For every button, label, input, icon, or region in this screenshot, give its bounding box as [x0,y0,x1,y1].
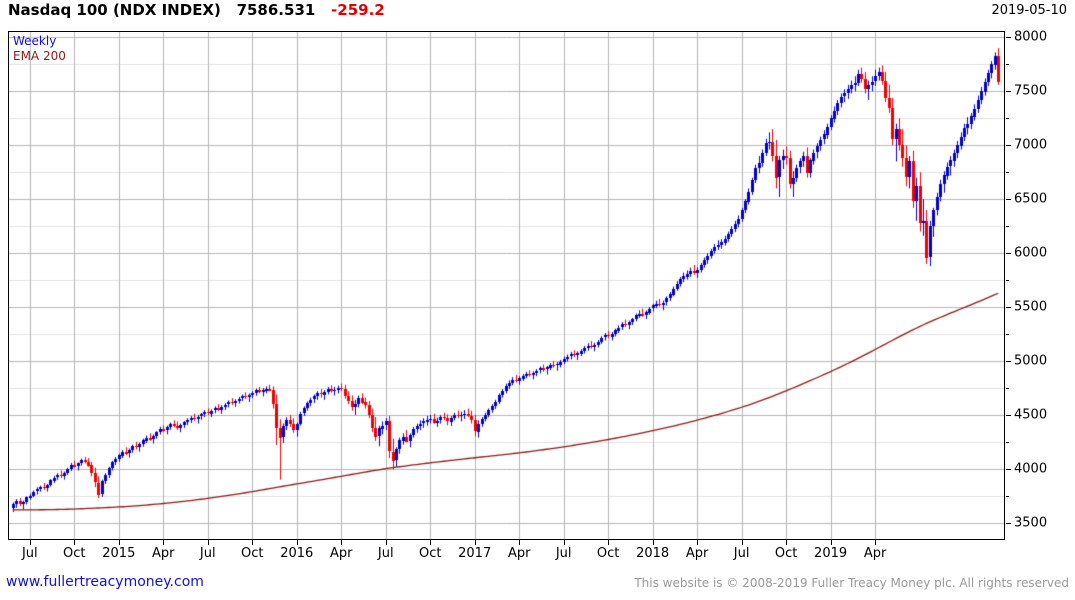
x-axis-label: Oct [596,546,620,561]
y-axis-tick [1006,414,1011,416]
x-axis-tick [207,540,209,545]
y-axis-tick [1006,522,1011,524]
x-axis-tick [474,540,476,545]
y-axis: 3500 4000 4500 5000 5500 6000 6500 7000 7500 8000 [1006,29,1075,541]
y-axis-label: 5500 [1014,299,1048,315]
quote-date: 2019-05-10 [991,3,1067,18]
x-axis: Jul Oct 2015 Apr Jul Oct 2016 Apr Jul Oct 2017 Apr J… [8,540,1006,568]
y-axis-tick-minor [1006,64,1009,66]
x-axis-tick [252,540,254,545]
x-axis-label: 2018 [636,546,670,561]
y-axis-tick-minor [1006,280,1009,282]
x-axis-tick [741,540,743,545]
x-axis-tick [830,540,832,545]
chart-legend: Weekly EMA 200 [13,34,66,64]
x-axis-tick [652,540,654,545]
y-axis-label: 4500 [1014,407,1048,423]
x-axis-label: Apr [329,546,353,561]
last-price: 7586.531 [236,1,316,19]
y-axis-tick [1006,91,1011,93]
legend-interval: Weekly [13,34,57,48]
y-axis-label: 8000 [1014,29,1048,45]
y-axis-tick-minor [1006,118,1009,120]
x-axis-label: 2016 [280,546,314,561]
x-axis-label: Oct [63,546,86,561]
x-axis-tick [296,540,298,545]
x-axis-tick [385,540,387,545]
price-chart-plot[interactable]: Weekly EMA 200 [8,31,1005,540]
x-axis-tick [118,540,120,545]
x-axis-label: Jul [21,546,38,561]
y-axis-label: 5000 [1014,353,1048,369]
x-axis-label: Jul [733,546,750,561]
y-axis-tick-minor [1006,441,1009,443]
x-axis-label: Apr [152,546,175,561]
chart-header: Nasdaq 100 (NDX INDEX) 7586.531 -259.2 2… [0,0,1075,24]
x-axis-tick [563,540,565,545]
x-axis-label: Jul [199,546,216,561]
x-axis-label: Jul [377,546,394,561]
chart-footer: www.fullertreacymoney.com This website i… [0,574,1075,600]
y-axis-tick [1006,253,1011,255]
y-axis-label: 7500 [1014,83,1048,99]
x-axis-label: 2015 [102,546,136,561]
x-axis-label: Oct [241,546,264,561]
y-axis-tick-minor [1006,226,1009,228]
x-axis-label: Apr [863,546,887,561]
x-axis-label: Oct [774,546,798,561]
x-axis-tick [875,540,877,545]
y-axis-label: 6500 [1014,191,1048,207]
x-axis-label: Oct [418,546,442,561]
x-axis-tick [341,540,343,545]
x-axis-label: Apr [685,546,709,561]
x-axis-tick [74,540,76,545]
x-axis-label: Jul [555,546,572,561]
x-axis-tick [697,540,699,545]
y-axis-tick [1006,145,1011,147]
y-axis-tick-minor [1006,495,1009,497]
y-axis-tick-minor [1006,334,1009,336]
y-axis-label: 3500 [1014,515,1048,531]
x-axis-tick [430,540,432,545]
x-axis-label: Apr [507,546,531,561]
legend-ema-overlay: EMA 200 [13,49,66,63]
y-axis-label: 4000 [1014,461,1048,477]
x-axis-tick [163,540,165,545]
page-title: Nasdaq 100 (NDX INDEX) 7586.531 -259.2 [8,1,385,19]
y-axis-tick [1006,37,1011,39]
site-url[interactable]: www.fullertreacymoney.com [6,574,204,590]
x-axis-label: 2017 [458,546,492,561]
y-axis-tick-minor [1006,387,1009,389]
instrument-name: Nasdaq 100 (NDX INDEX) [8,1,221,19]
price-change: -259.2 [331,1,385,19]
y-axis-tick-minor [1006,172,1009,174]
y-axis-label: 7000 [1014,137,1048,153]
y-axis-tick [1006,468,1011,470]
y-axis-tick [1006,307,1011,309]
x-axis-tick [29,540,31,545]
x-axis-tick [786,540,788,545]
x-axis-label: 2019 [814,546,848,561]
x-axis-tick [608,540,610,545]
copyright-notice: This website is © 2008-2019 Fuller Treac… [634,576,1069,590]
x-axis-tick [519,540,521,545]
candlestick-canvas[interactable] [9,32,1004,539]
y-axis-tick [1006,361,1011,362]
y-axis-tick [1006,199,1011,201]
y-axis-label: 6000 [1014,245,1048,261]
